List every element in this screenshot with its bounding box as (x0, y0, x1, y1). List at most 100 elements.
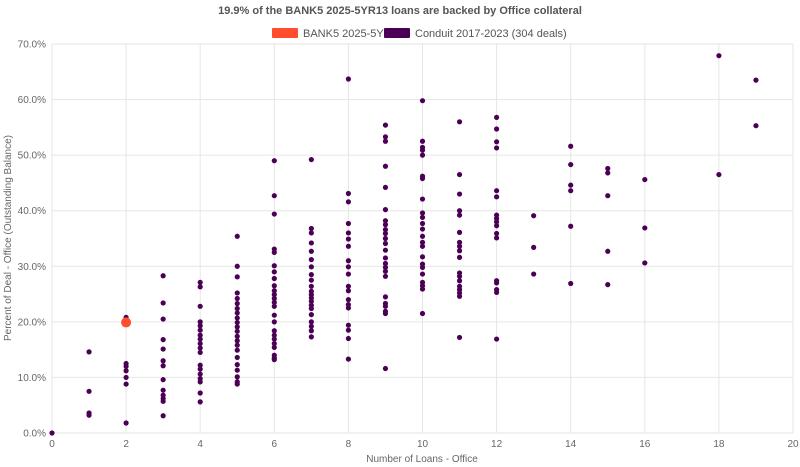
conduit-point (160, 337, 166, 343)
chart-title: 19.9% of the BANK5 2025-5YR13 loans are … (218, 5, 582, 17)
conduit-point (605, 165, 611, 172)
conduit-point (345, 258, 351, 264)
conduit-point (382, 222, 389, 228)
y-tick-label: 60.0% (18, 95, 46, 106)
conduit-point (308, 305, 314, 312)
conduit-point (49, 430, 55, 436)
conduit-point (345, 220, 351, 227)
conduit-point (271, 312, 277, 318)
conduit-point (308, 248, 314, 254)
y-tick-label: 20.0% (18, 317, 46, 328)
conduit-point (197, 319, 203, 325)
conduit-point (308, 319, 314, 325)
conduit-point (234, 263, 240, 269)
conduit-point (197, 327, 203, 333)
conduit-point (456, 273, 463, 279)
conduit-point (419, 239, 426, 245)
conduit-point (494, 114, 500, 120)
y-tick-label: 50.0% (18, 151, 46, 162)
conduit-point (494, 219, 500, 225)
conduit-point (160, 387, 166, 393)
conduit-point (382, 207, 389, 213)
conduit-point (382, 255, 389, 261)
conduit-point (382, 134, 389, 140)
conduit-point (494, 145, 500, 151)
conduit-point (234, 362, 240, 368)
conduit-point (308, 323, 314, 329)
conduit-point (234, 290, 240, 296)
conduit-point (753, 77, 759, 83)
conduit-point (234, 347, 240, 353)
x-tick-label: 6 (272, 439, 278, 450)
conduit-point (160, 300, 166, 306)
x-axis-label: Number of Loans - Office (366, 454, 478, 465)
conduit-point (234, 319, 240, 326)
conduit-point (271, 211, 277, 217)
conduit-point (197, 362, 203, 368)
conduit-point (345, 264, 351, 270)
conduit-point (345, 271, 351, 277)
conduit-point (642, 260, 648, 266)
conduit-point (642, 176, 648, 183)
conduit-point (568, 161, 574, 168)
conduit-point (123, 363, 129, 369)
conduit-point (271, 332, 277, 338)
conduit-point (234, 367, 240, 373)
conduit-point (642, 225, 648, 231)
conduit-point (456, 254, 463, 260)
x-tick-label: 20 (787, 439, 799, 450)
conduit-point (86, 388, 92, 394)
conduit-point (382, 230, 389, 237)
conduit-point (197, 371, 203, 377)
conduit-point (308, 334, 314, 340)
conduit-point (271, 158, 277, 164)
conduit-point (234, 328, 240, 334)
conduit-point (382, 218, 389, 224)
conduit-point (382, 184, 389, 190)
conduit-point (160, 273, 166, 279)
conduit-point (605, 170, 611, 176)
conduit-point (531, 244, 537, 250)
conduit-point (716, 171, 722, 178)
conduit-point (197, 379, 203, 385)
conduit-point (456, 293, 463, 299)
conduit-point (494, 289, 500, 296)
conduit-point (271, 299, 277, 306)
x-tick-label: 18 (713, 439, 725, 450)
x-tick-label: 8 (346, 439, 352, 450)
conduit-point (382, 227, 389, 233)
conduit-point (308, 230, 314, 236)
conduit-point (382, 273, 389, 279)
conduit-point (345, 322, 351, 328)
conduit-point (123, 420, 129, 426)
conduit-point (568, 143, 574, 149)
conduit-point (234, 315, 240, 321)
conduit-point (123, 381, 129, 387)
conduit-point (494, 139, 500, 145)
conduit-point (234, 342, 240, 348)
conduit-point (234, 295, 240, 302)
conduit-point (308, 225, 314, 232)
conduit-point (308, 312, 314, 318)
conduit-point (123, 374, 129, 381)
conduit-point (419, 210, 426, 216)
conduit-point (419, 220, 426, 227)
conduit-point (345, 297, 351, 303)
conduit-point (531, 271, 537, 277)
conduit-point (345, 243, 351, 249)
conduit-point (419, 233, 426, 239)
conduit-point (419, 243, 426, 249)
conduit-point (234, 324, 240, 330)
conduit-point (234, 274, 240, 280)
conduit-point (345, 327, 351, 333)
conduit-point (197, 303, 203, 309)
conduit-point (271, 357, 277, 363)
conduit-point (345, 230, 351, 236)
conduit-point (382, 240, 389, 247)
conduit-point (160, 377, 166, 383)
conduit-point (308, 272, 314, 278)
conduit-point (419, 271, 426, 277)
conduit-point (382, 138, 389, 144)
conduit-point (234, 300, 240, 307)
x-tick-label: 2 (123, 439, 129, 450)
